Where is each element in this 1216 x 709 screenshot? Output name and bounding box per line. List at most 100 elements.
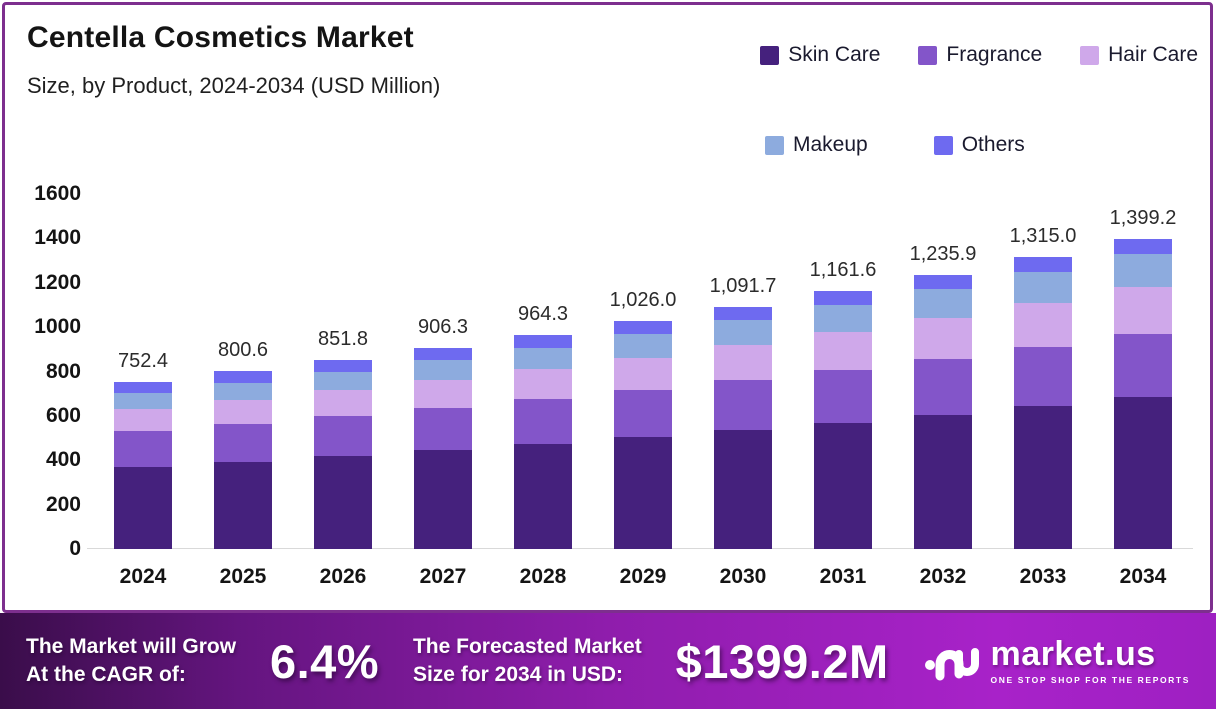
bar-segment-makeup (914, 289, 972, 318)
legend-label: Fragrance (946, 43, 1043, 66)
legend-item-hair-care: Hair Care (1080, 43, 1198, 67)
y-tick-label: 600 (45, 403, 81, 427)
x-tick-label-2026: 2026 (319, 565, 367, 588)
bar-stack-2028 (514, 335, 572, 549)
bar-segment-others (114, 382, 172, 393)
cagr-label-line1: The Market will Grow (26, 634, 237, 658)
bar-group-2027: 906.3 (393, 194, 493, 549)
bar-stack-2026 (314, 360, 372, 549)
bar-segment-others (314, 360, 372, 372)
bar-total-label: 1,091.7 (709, 274, 777, 297)
bar-group-2028: 964.3 (493, 194, 593, 549)
bar-segment-fragrance (1014, 346, 1072, 406)
bar-segment-others (414, 347, 472, 361)
bar-segment-hair-care (914, 317, 972, 359)
bar-segment-fragrance (714, 380, 772, 431)
bar-stack-2025 (214, 371, 272, 549)
legend-swatch-makeup (765, 135, 784, 155)
bar-segment-hair-care (814, 331, 872, 370)
x-tick-label-2027: 2027 (419, 565, 467, 588)
bar-segment-skin-care (214, 461, 272, 549)
bar-segment-fragrance (1114, 334, 1172, 397)
bar-segment-makeup (414, 360, 472, 381)
bar-total-label: 752.4 (117, 350, 169, 373)
cagr-value: 6.4% (269, 634, 380, 688)
x-tick-label-2030: 2030 (719, 565, 767, 588)
bar-segment-makeup (1114, 253, 1172, 288)
bar-total-label: 964.3 (517, 303, 569, 326)
bar-stack-2029 (614, 321, 672, 549)
chart-card: Centella Cosmetics Market Size, by Produ… (2, 2, 1213, 613)
forecast-label-line2: Size for 2034 in USD: (412, 663, 624, 686)
bar-segment-skin-care (414, 450, 472, 549)
bar-group-2032: 1,235.9 (893, 194, 993, 549)
legend-item-skin-care: Skin Care (760, 43, 880, 67)
plot-area: 752.4 800.6 851.8 906.3 964.3 1,026.0 1,091.7 1… (87, 194, 1193, 549)
forecast-label: The Forecasted Market Size for 2034 in U… (413, 633, 642, 690)
legend-label: Makeup (793, 133, 868, 156)
bar-segment-fragrance (814, 369, 872, 423)
x-tick-label-2024: 2024 (119, 565, 167, 588)
bar-stack-2033 (1014, 257, 1072, 549)
y-tick-label: 0 (69, 537, 81, 560)
bar-segment-skin-care (1114, 396, 1172, 549)
bar-total-label: 906.3 (417, 315, 469, 338)
bar-segment-fragrance (214, 424, 272, 462)
bar-segment-fragrance (914, 358, 972, 415)
bar-segment-others (714, 306, 772, 321)
x-tick-label-2034: 2034 (1119, 565, 1167, 588)
bar-segment-others (914, 274, 972, 290)
bar-segment-skin-care (1014, 405, 1072, 549)
legend-swatch-fragrance (918, 45, 938, 65)
bar-group-2024: 752.4 (93, 194, 193, 549)
bar-segment-hair-care (514, 369, 572, 400)
cagr-label-line2: At the CAGR of: (26, 663, 186, 686)
bar-stack-2024 (114, 382, 172, 549)
bar-total-label: 800.6 (217, 339, 269, 362)
bar-segment-makeup (614, 334, 672, 358)
bar-segment-makeup (514, 347, 572, 370)
bar-segment-fragrance (314, 416, 372, 457)
y-tick-label: 1200 (34, 270, 81, 294)
bar-group-2034: 1,399.2 (1093, 194, 1193, 549)
x-tick-label-2032: 2032 (919, 565, 967, 588)
bar-segment-skin-care (314, 456, 372, 549)
x-tick-label-2031: 2031 (819, 565, 867, 588)
legend-row-1: Skin Care Fragrance Hair Care (760, 43, 1198, 67)
bar-segment-others (814, 291, 872, 306)
bar-segment-makeup (214, 382, 272, 401)
bar-segment-skin-care (614, 437, 672, 549)
bar-segment-hair-care (1014, 302, 1072, 347)
bar-segment-makeup (1014, 272, 1072, 303)
bar-stack-2034 (1114, 238, 1172, 549)
bar-segment-skin-care (514, 443, 572, 549)
bar-segment-fragrance (414, 408, 472, 451)
chart-subtitle: Size, by Product, 2024-2034 (USD Million… (27, 73, 441, 98)
bar-stack-2032 (914, 274, 972, 549)
y-tick-label: 1000 (34, 315, 81, 339)
footer-banner: The Market will Grow At the CAGR of: 6.4… (0, 613, 1216, 709)
x-tick-label-2028: 2028 (519, 565, 567, 588)
bar-segment-fragrance (614, 390, 672, 438)
bar-segment-makeup (814, 305, 872, 332)
bar-total-label: 1,161.6 (809, 259, 877, 282)
bar-segment-skin-care (814, 422, 872, 549)
bar-total-label: 1,235.9 (909, 242, 977, 265)
bar-segment-hair-care (414, 380, 472, 409)
bar-total-label: 1,315.0 (1009, 225, 1077, 248)
x-axis-labels: 2024 2025 2026 2027 2028 2029 2030 2031 2032 2033… (93, 565, 1193, 589)
bar-segment-others (614, 321, 672, 335)
legend-swatch-skin-care (760, 45, 780, 65)
bar-segment-hair-care (714, 345, 772, 381)
bar-segment-others (1114, 238, 1172, 254)
logo-tagline: ONE STOP SHOP FOR THE REPORTS (990, 675, 1190, 685)
legend-item-fragrance: Fragrance (918, 43, 1042, 67)
bar-segment-hair-care (214, 400, 272, 425)
legend-label: Skin Care (788, 43, 881, 66)
bar-stack-2030 (714, 306, 772, 549)
x-tick-label-2033: 2033 (1019, 565, 1067, 588)
bar-segment-hair-care (314, 390, 372, 417)
bar-total-label: 851.8 (317, 328, 369, 351)
bars-container: 752.4 800.6 851.8 906.3 964.3 1,026.0 1,091.7 1… (93, 194, 1193, 549)
